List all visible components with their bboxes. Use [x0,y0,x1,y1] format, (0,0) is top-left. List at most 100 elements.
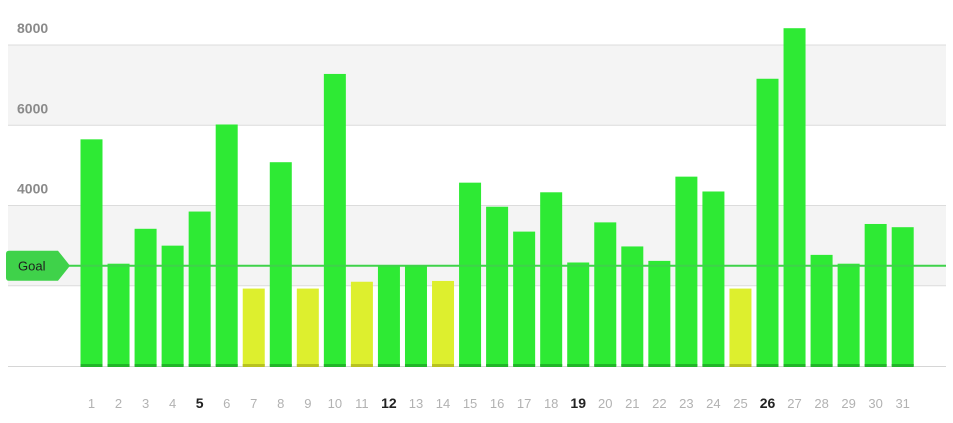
x-tick-label: 14 [436,396,450,411]
bar [350,281,373,366]
bar-base [404,364,427,367]
y-axis-ticks: 4000 6000 8000 [17,20,48,196]
bar [459,182,482,366]
bar [486,206,509,366]
bar-base [675,364,698,367]
bar-base [432,364,455,367]
x-tick-label: 8 [277,396,284,411]
x-tick-label: 7 [250,396,257,411]
bar [891,227,914,366]
bar-base [837,364,860,367]
bar [242,288,265,366]
bar-base [621,364,644,367]
bar [702,191,725,366]
bar-base [540,364,563,367]
bar [837,263,860,366]
bar [756,78,779,367]
bar-base [377,364,400,367]
bar-base [486,364,509,367]
bar [675,176,698,366]
bar-base [729,364,752,367]
x-tick-label: 2 [115,396,122,411]
y-tick-label: 4000 [17,181,48,197]
bar [783,28,806,366]
bar [296,288,319,366]
bar [107,263,130,366]
bar [188,211,211,366]
x-tick-label: 31 [895,396,909,411]
bar [80,139,103,366]
x-tick-label: 28 [814,396,828,411]
x-tick-label: 16 [490,396,504,411]
bar [269,162,292,366]
bar [540,192,563,366]
bar-base [567,364,590,367]
y-tick-label: 8000 [17,20,48,36]
x-tick-label: 26 [760,395,776,411]
x-tick-label: 19 [570,395,586,411]
x-tick-label: 25 [733,396,747,411]
x-tick-label: 11 [355,396,369,411]
x-tick-label: 27 [787,396,801,411]
bar [729,288,752,366]
bar [215,124,238,367]
bar [648,260,671,366]
bar [810,254,833,366]
bar [621,246,644,366]
bar [432,280,455,366]
bar-base [242,364,265,367]
bar-base [891,364,914,367]
x-tick-label: 29 [841,396,855,411]
x-tick-label: 21 [625,396,639,411]
x-tick-label: 15 [463,396,477,411]
x-tick-label: 10 [328,396,342,411]
x-tick-label: 24 [706,396,720,411]
x-tick-label: 12 [381,395,397,411]
bar-base [513,364,536,367]
x-tick-label: 6 [223,396,230,411]
bar-base [864,364,887,367]
bar [864,223,887,366]
bar-base [161,364,184,367]
bar [161,245,184,366]
x-tick-label: 4 [169,396,176,411]
bar-base [296,364,319,367]
bar-base [215,364,238,367]
x-axis-ticks: 1 2 3 4 5 6 7 8 9 10 11 12 13 14 15 16 17 18 19 20 21 22 23 24 2… [88,395,910,411]
bar-base [107,364,130,367]
x-tick-label: 17 [517,396,531,411]
bar [594,222,617,366]
x-tick-label: 3 [142,396,149,411]
bar-base [648,364,671,367]
bar-base [756,364,779,367]
x-tick-label: 20 [598,396,612,411]
x-tick-label: 13 [409,396,423,411]
x-tick-label: 30 [868,396,882,411]
x-tick-label: 9 [304,396,311,411]
bar-base [783,364,806,367]
bar [377,266,400,366]
bar-base [323,364,346,367]
bar-base [459,364,482,367]
bars [80,28,914,367]
goal-label: Goal [18,259,46,274]
bar-base [702,364,725,367]
bar-base [810,364,833,367]
x-tick-label: 18 [544,396,558,411]
bar [567,262,590,366]
x-tick-label: 1 [88,396,95,411]
x-tick-label: 22 [652,396,666,411]
bar-base [594,364,617,367]
x-tick-label: 23 [679,396,693,411]
bar [513,231,536,366]
bar [404,265,427,366]
bar [323,73,346,366]
bar-base [350,364,373,367]
bar-base [269,364,292,367]
bar-base [134,364,157,367]
bar [134,228,157,366]
goal-flag [6,250,70,281]
y-tick-label: 6000 [17,100,48,116]
goal-marker: Goal [6,250,946,281]
